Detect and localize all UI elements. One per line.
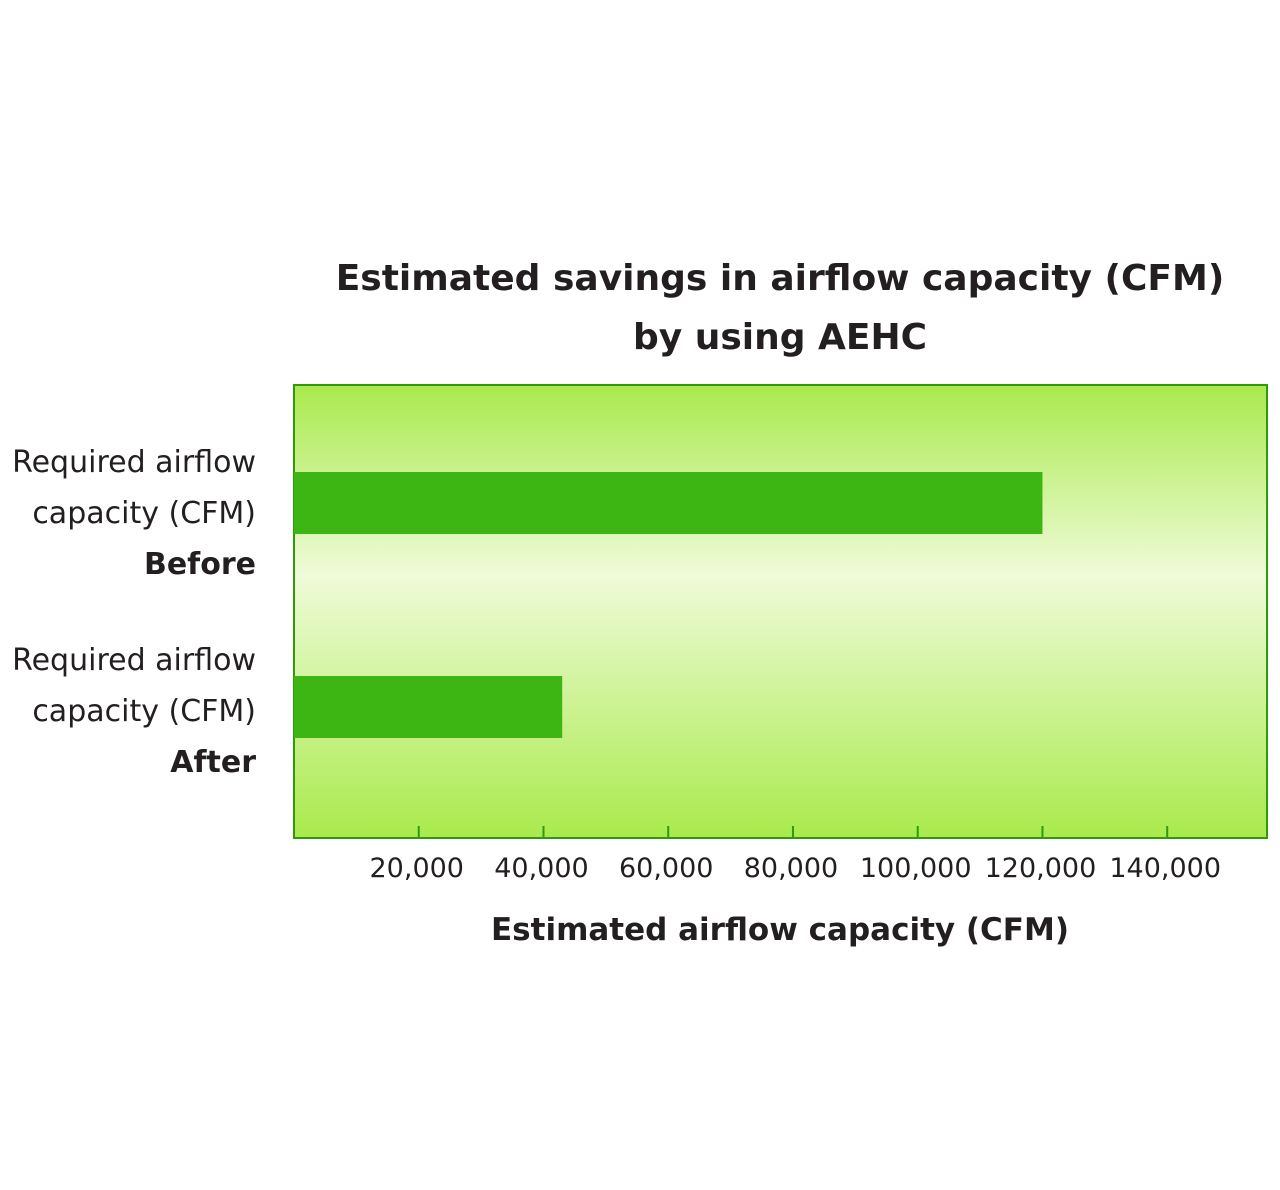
x-tick-label: 80,000: [744, 853, 838, 884]
x-axis-label: Estimated airflow capacity (CFM): [491, 912, 1069, 948]
x-tick-label: 20,000: [370, 853, 464, 884]
bar-before: [294, 472, 1043, 534]
bar-after: [294, 676, 563, 738]
x-tick-label: 40,000: [494, 853, 588, 884]
x-tick-label: 100,000: [860, 853, 972, 884]
x-tick-label: 120,000: [985, 853, 1097, 884]
x-tick-label: 60,000: [619, 853, 713, 884]
category-label-line: capacity (CFM): [32, 496, 256, 531]
category-label-line: After: [170, 745, 256, 780]
chart-title: Estimated savings in airflow capacity (C…: [336, 258, 1225, 299]
category-label-line: Required airflow: [12, 445, 256, 480]
category-label-line: capacity (CFM): [32, 694, 256, 729]
x-tick-label: 140,000: [1109, 853, 1221, 884]
chart-subtitle: by using AEHC: [633, 317, 927, 358]
plot-area: [293, 384, 1268, 839]
category-label-line: Required airflow: [12, 643, 256, 678]
category-label-line: Before: [144, 547, 256, 582]
